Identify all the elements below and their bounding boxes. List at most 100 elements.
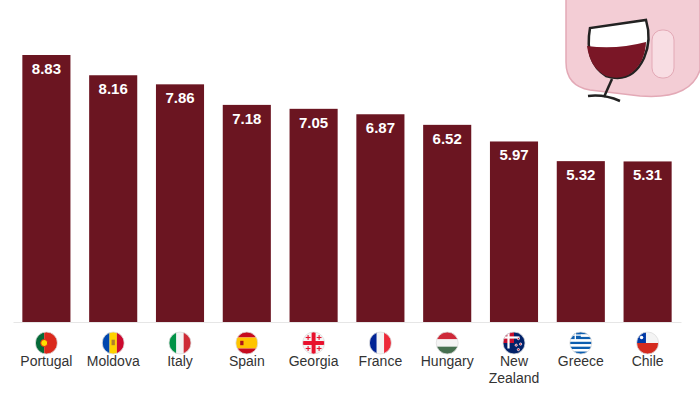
data-label: 6.52	[433, 130, 462, 147]
tick-label-line: Zealand	[489, 370, 540, 386]
tick-label: Spain	[229, 353, 265, 369]
flag-part	[515, 344, 517, 346]
flag-part	[303, 332, 325, 354]
glass-base	[588, 96, 620, 101]
flag-ring	[102, 332, 124, 354]
flag-part	[503, 332, 525, 354]
bar	[156, 84, 204, 322]
data-label: 8.16	[99, 80, 128, 97]
bar	[557, 161, 605, 322]
flag	[102, 332, 124, 354]
flag-part	[570, 347, 592, 349]
tick: Greece	[558, 353, 604, 369]
x-axis: Portugal Moldova Italy Spain Georgia France Hu…	[14, 323, 682, 386]
flag-fill	[637, 332, 659, 354]
tick: Moldova	[87, 353, 140, 369]
flag-part	[112, 340, 115, 346]
flag-fill	[369, 332, 391, 354]
flag-fill	[436, 332, 458, 354]
tick-label: Hungary	[421, 353, 474, 369]
tick-label: Georgia	[289, 353, 339, 369]
bar	[624, 161, 672, 322]
data-label: 5.31	[633, 166, 662, 183]
tick: Italy	[167, 353, 193, 369]
tick-label: Greece	[558, 353, 604, 369]
bar	[89, 75, 137, 322]
flag-ring	[35, 332, 57, 354]
flag	[569, 329, 592, 354]
flag-fill	[102, 332, 124, 354]
axis-line	[14, 322, 682, 323]
flag-part	[176, 332, 183, 354]
data-label: 8.83	[32, 60, 61, 77]
flag-ring	[236, 332, 258, 354]
flag-part	[306, 348, 311, 349]
flag-fill	[169, 332, 191, 354]
bars	[22, 55, 671, 322]
finger	[652, 30, 674, 78]
bar	[490, 141, 538, 322]
flag	[35, 332, 57, 354]
flag-part	[517, 338, 519, 340]
flag-part	[569, 334, 581, 335]
tick: France	[359, 353, 403, 369]
tick: Portugal	[20, 353, 72, 369]
tick-label: NewZealand	[489, 353, 540, 385]
flag-fill	[498, 327, 526, 355]
bar	[22, 55, 70, 322]
flag-part	[110, 332, 117, 354]
bar	[356, 114, 404, 322]
data-label: 7.18	[232, 110, 261, 127]
flag-part	[236, 338, 258, 349]
chart: 8.83 8.16 7.86 7.18 7.05 6.87 6.52 5.97 5.32 5.31…	[0, 0, 700, 394]
flag-fill	[35, 332, 57, 354]
flag-ring	[369, 332, 391, 354]
tick-label: Portugal	[20, 353, 72, 369]
data-label: 7.86	[165, 89, 194, 106]
tick: Spain	[229, 353, 265, 369]
tick-label: Italy	[167, 353, 193, 369]
flag-part	[570, 339, 592, 341]
data-label: 6.87	[366, 119, 395, 136]
flag	[436, 332, 458, 354]
data-label: 7.05	[299, 114, 328, 131]
flag	[169, 332, 191, 354]
flag-fill	[236, 332, 258, 354]
tick-label: Moldova	[87, 353, 140, 369]
flag	[637, 332, 659, 354]
flag-fill	[569, 329, 592, 354]
flag-part	[306, 337, 311, 338]
tick-label: France	[359, 353, 403, 369]
glass-stem	[604, 79, 612, 97]
flag	[303, 332, 325, 354]
wine	[587, 42, 646, 78]
flag-part	[640, 336, 644, 340]
flag-ring	[169, 332, 191, 354]
tick: Chile	[632, 353, 664, 369]
flag-part	[41, 339, 48, 346]
flags	[35, 327, 658, 355]
flag-part	[517, 349, 519, 351]
flag-fill	[303, 332, 325, 354]
flag-part	[570, 344, 592, 346]
flag-ring	[436, 332, 458, 354]
tick-label-line: New	[500, 353, 529, 369]
hand	[566, 0, 700, 96]
flag	[498, 327, 526, 355]
bar	[290, 109, 338, 322]
flag-ring	[503, 332, 525, 354]
flag-part	[520, 343, 522, 345]
flag-part	[317, 337, 322, 338]
flag-part	[637, 332, 659, 343]
flag-part	[498, 336, 520, 338]
flag-part	[436, 339, 458, 346]
flag-ring	[637, 332, 659, 354]
data-label: 5.97	[499, 146, 528, 163]
tick: Georgia	[289, 353, 339, 369]
flag-part	[637, 343, 659, 354]
flag-part	[240, 341, 243, 345]
tick-label: Chile	[632, 353, 664, 369]
data-label: 5.32	[566, 166, 595, 183]
flag-ring	[303, 332, 325, 354]
flag-part	[317, 348, 322, 349]
